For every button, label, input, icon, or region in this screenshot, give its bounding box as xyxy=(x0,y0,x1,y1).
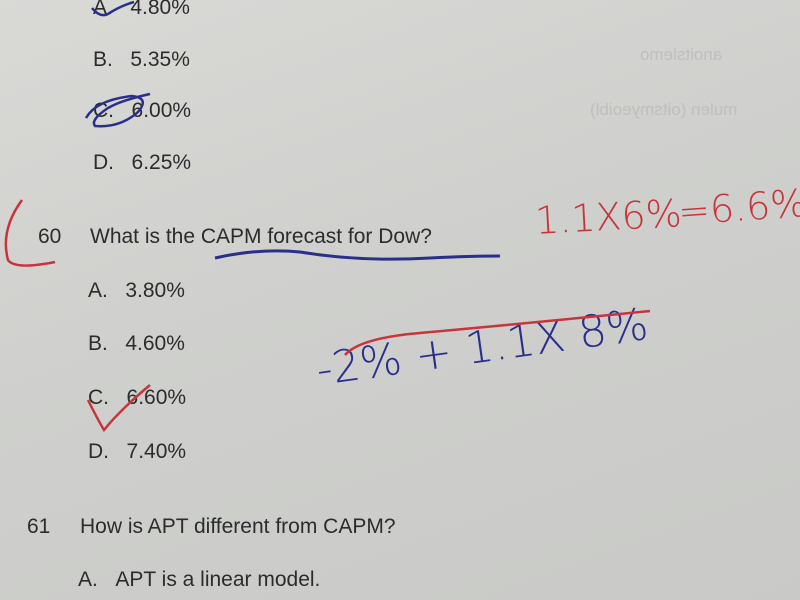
q59-option-d: D. 6.25% xyxy=(93,151,192,174)
q61-question: How is APT different from CAPM? xyxy=(80,515,396,538)
q60-option-d: D. 7.40% xyxy=(88,440,187,463)
question-bracket-mark xyxy=(4,199,56,267)
q60-number: 60 xyxy=(38,225,62,248)
q59-option-b: B. 5.35% xyxy=(93,48,190,71)
q61-option-a: A. APT is a linear model. xyxy=(78,568,321,591)
q60-option-a: A. 3.80% xyxy=(88,279,185,302)
q60-option-b: B. 4.60% xyxy=(88,332,185,355)
q59-check-mark xyxy=(91,0,135,17)
q61-number: 61 xyxy=(27,515,51,538)
question-underline xyxy=(214,249,501,261)
correct-answer-check-mark xyxy=(86,384,151,433)
q59-circle-mark xyxy=(84,92,151,128)
strike-through-line xyxy=(344,309,651,356)
q60-question: What is the CAPM forecast for Dow? xyxy=(90,225,432,248)
